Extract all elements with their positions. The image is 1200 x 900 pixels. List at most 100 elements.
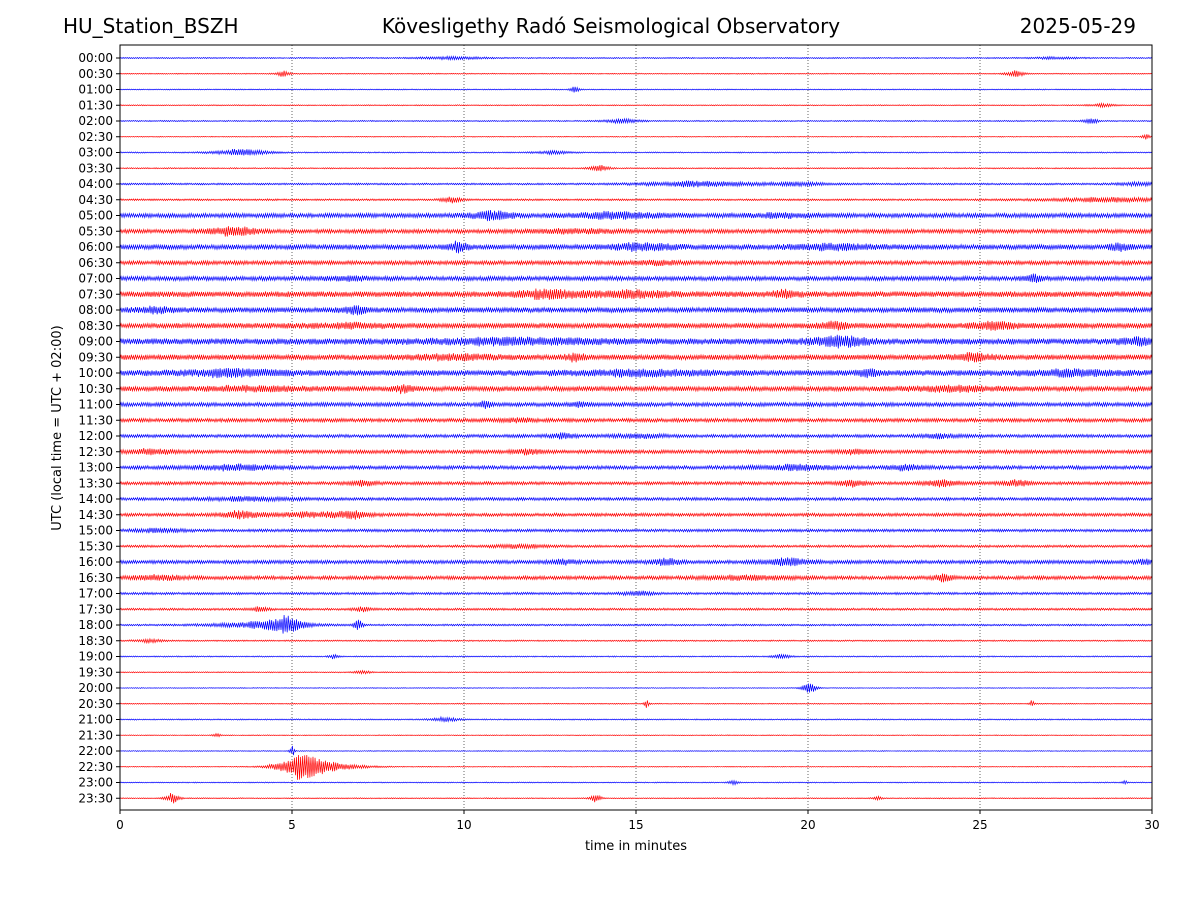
y-tick-label-21:00: 21:00 <box>78 713 113 727</box>
y-tick-label-14:30: 14:30 <box>78 508 113 522</box>
trace-row-02:30 <box>119 133 1153 140</box>
y-tick-label-19:00: 19:00 <box>78 650 113 664</box>
y-tick-label-10:00: 10:00 <box>78 366 113 380</box>
y-tick-label-11:00: 11:00 <box>78 398 113 412</box>
trace-row-22:00 <box>119 745 1153 756</box>
trace-row-01:00 <box>119 86 1153 93</box>
x-tick-label-30: 30 <box>1144 818 1159 832</box>
trace-row-10:00 <box>119 367 1153 379</box>
trace-row-06:30 <box>119 259 1153 267</box>
y-tick-label-18:30: 18:30 <box>78 634 113 648</box>
y-tick-label-00:00: 00:00 <box>78 51 113 65</box>
y-tick-label-06:00: 06:00 <box>78 240 113 254</box>
x-tick-label-10: 10 <box>456 818 471 832</box>
trace-row-03:30 <box>119 165 1153 172</box>
y-tick-label-05:30: 05:30 <box>78 224 113 238</box>
trace-row-07:00 <box>119 273 1153 283</box>
x-tick-label-0: 0 <box>116 818 124 832</box>
y-tick-label-23:30: 23:30 <box>78 791 113 805</box>
trace-row-05:00 <box>119 209 1153 222</box>
y-tick-label-03:30: 03:30 <box>78 161 113 175</box>
trace-row-13:30 <box>119 479 1153 488</box>
y-tick-label-16:00: 16:00 <box>78 555 113 569</box>
trace-row-08:00 <box>119 305 1153 316</box>
y-tick-label-15:30: 15:30 <box>78 539 113 553</box>
trace-row-11:30 <box>119 416 1153 424</box>
trace-row-16:30 <box>119 573 1153 583</box>
trace-row-13:00 <box>119 463 1153 472</box>
trace-row-17:30 <box>119 605 1153 613</box>
trace-layer <box>119 55 1153 804</box>
station-name: HU_Station_BSZH <box>63 14 239 38</box>
trace-row-14:00 <box>119 495 1153 503</box>
y-tick-label-09:00: 09:00 <box>78 335 113 349</box>
y-tick-label-10:30: 10:30 <box>78 382 113 396</box>
trace-row-19:00 <box>119 653 1153 660</box>
trace-row-09:00 <box>119 334 1153 349</box>
y-tick-label-11:30: 11:30 <box>78 413 113 427</box>
y-tick-label-05:00: 05:00 <box>78 209 113 223</box>
y-tick-label-04:30: 04:30 <box>78 193 113 207</box>
y-tick-label-00:30: 00:30 <box>78 67 113 81</box>
y-axis-title: UTC (local time = UTC + 02:00) <box>50 325 65 530</box>
y-tick-label-01:30: 01:30 <box>78 98 113 112</box>
y-tick-label-08:30: 08:30 <box>78 319 113 333</box>
y-tick-label-01:00: 01:00 <box>78 83 113 97</box>
y-tick-label-23:00: 23:00 <box>78 776 113 790</box>
trace-row-21:30 <box>119 732 1153 738</box>
y-tick-label-09:30: 09:30 <box>78 350 113 364</box>
y-tick-label-07:30: 07:30 <box>78 287 113 301</box>
y-tick-label-20:30: 20:30 <box>78 697 113 711</box>
y-tick-label-02:00: 02:00 <box>78 114 113 128</box>
y-tick-label-17:00: 17:00 <box>78 587 113 601</box>
trace-row-15:00 <box>119 527 1153 535</box>
y-tick-label-15:00: 15:00 <box>78 524 113 538</box>
y-tick-label-12:30: 12:30 <box>78 445 113 459</box>
trace-row-23:30 <box>119 793 1153 804</box>
trace-row-20:30 <box>119 700 1153 708</box>
trace-row-04:30 <box>119 196 1153 204</box>
trace-row-18:00 <box>119 615 1153 634</box>
y-tick-label-14:00: 14:00 <box>78 492 113 506</box>
x-tick-label-20: 20 <box>800 818 815 832</box>
grid-layer <box>291 45 981 810</box>
trace-row-19:30 <box>119 669 1153 675</box>
chart-date: 2025-05-29 <box>1019 14 1136 38</box>
y-tick-label-22:00: 22:00 <box>78 744 113 758</box>
x-axis-title: time in minutes <box>585 839 687 854</box>
trace-row-01:30 <box>119 102 1153 109</box>
x-tick-label-15: 15 <box>628 818 643 832</box>
trace-row-08:30 <box>119 320 1153 331</box>
trace-row-02:00 <box>119 117 1153 125</box>
y-tick-label-16:30: 16:30 <box>78 571 113 585</box>
chart-title: Kövesligethy Radó Seismological Observat… <box>381 14 841 38</box>
trace-row-06:00 <box>119 240 1153 254</box>
trace-row-11:00 <box>119 400 1153 410</box>
y-tick-label-04:00: 04:00 <box>78 177 113 191</box>
trace-row-21:00 <box>119 715 1153 723</box>
trace-row-12:00 <box>119 432 1153 440</box>
y-tick-label-07:00: 07:00 <box>78 272 113 286</box>
trace-row-14:30 <box>119 510 1153 520</box>
trace-row-10:30 <box>119 384 1153 395</box>
y-tick-label-13:00: 13:00 <box>78 461 113 475</box>
y-tick-label-08:00: 08:00 <box>78 303 113 317</box>
trace-row-20:00 <box>119 683 1153 693</box>
trace-row-09:30 <box>119 352 1153 363</box>
trace-row-00:00 <box>119 55 1153 61</box>
trace-row-03:00 <box>119 148 1153 157</box>
trace-row-17:00 <box>119 590 1153 597</box>
trace-row-15:30 <box>119 542 1153 550</box>
trace-row-23:00 <box>119 779 1153 787</box>
y-tick-label-02:30: 02:30 <box>78 130 113 144</box>
y-tick-label-17:30: 17:30 <box>78 602 113 616</box>
trace-row-18:30 <box>119 637 1153 645</box>
trace-row-00:30 <box>119 70 1153 77</box>
trace-row-05:30 <box>119 226 1153 237</box>
x-tick-label-5: 5 <box>288 818 296 832</box>
x-axis: 0 5 10 15 20 25 30 <box>116 810 1160 832</box>
trace-row-16:00 <box>119 557 1153 567</box>
trace-row-04:00 <box>119 180 1153 188</box>
